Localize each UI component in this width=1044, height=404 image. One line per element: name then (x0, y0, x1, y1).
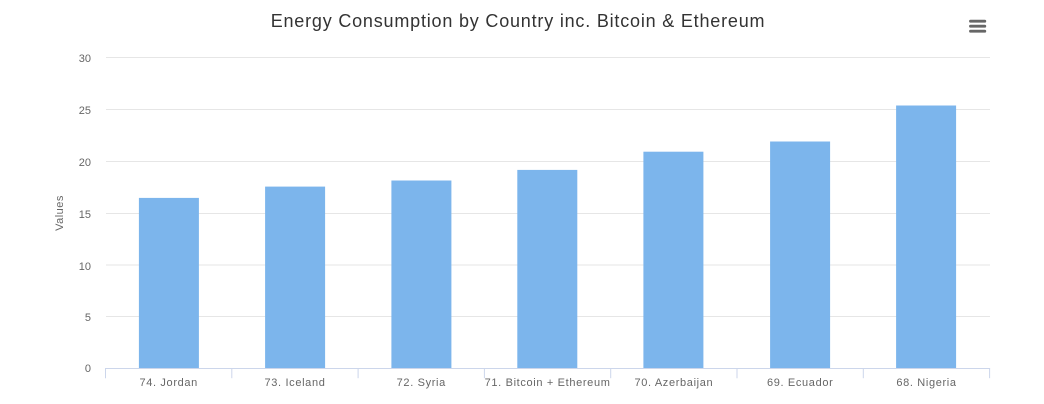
svg-text:74. Jordan: 74. Jordan (139, 377, 197, 389)
svg-text:73. Iceland: 73. Iceland (265, 377, 326, 389)
svg-text:5: 5 (85, 312, 91, 324)
svg-text:10: 10 (79, 261, 91, 273)
svg-text:Energy Consumption by Country: Energy Consumption by Country inc. Bitco… (271, 11, 766, 31)
svg-text:71. Bitcoin + Ethereum: 71. Bitcoin + Ethereum (485, 377, 611, 389)
svg-text:Values: Values (54, 195, 66, 231)
svg-text:15: 15 (79, 209, 91, 221)
svg-text:25: 25 (79, 105, 91, 117)
svg-text:72. Syria: 72. Syria (397, 377, 446, 389)
svg-text:20: 20 (79, 157, 91, 169)
svg-text:69. Ecuador: 69. Ecuador (767, 377, 833, 389)
svg-text:70. Azerbaijan: 70. Azerbaijan (634, 377, 713, 389)
svg-text:30: 30 (79, 53, 91, 65)
svg-text:0: 0 (85, 363, 91, 375)
svg-text:68. Nigeria: 68. Nigeria (896, 377, 957, 389)
